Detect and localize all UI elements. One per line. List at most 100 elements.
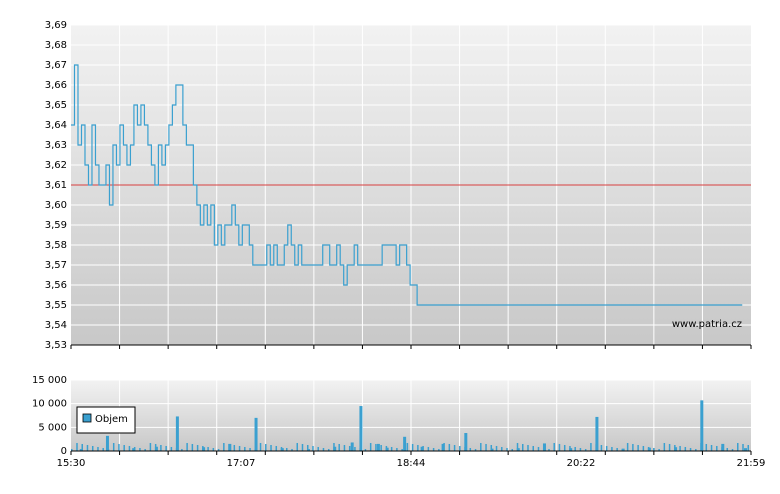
volume-y-tick-label: 5 000 (38, 422, 67, 433)
volume-bar-minor (265, 444, 267, 451)
volume-bar-minor (149, 443, 152, 451)
price-y-tick-label: 3,69 (45, 20, 67, 31)
volume-bar-minor (170, 447, 173, 451)
volume-bar-minor (317, 447, 319, 451)
volume-bar-minor (191, 444, 194, 451)
volume-bar (254, 417, 258, 451)
volume-bar (280, 448, 284, 451)
volume-bar (700, 400, 704, 451)
volume-bar (621, 448, 625, 451)
volume-bar-minor (322, 448, 325, 451)
volume-bar (385, 447, 389, 451)
price-y-tick-label: 3,60 (45, 200, 67, 211)
volume-bar-minor (632, 444, 634, 451)
volume-chart: 15 000 10 000 5 000 0 15:30 17:07 18:44 20:22 2… (32, 375, 765, 469)
volume-bar-minor (327, 449, 330, 451)
price-y-tick-label: 3,65 (45, 100, 67, 111)
volume-x-tick-label: 18:44 (397, 458, 426, 469)
volume-bar-minor (563, 445, 566, 451)
volume-bar-minor (637, 445, 639, 451)
volume-bar-minor (485, 444, 487, 451)
volume-bar-minor (301, 444, 304, 451)
volume-bar-minor (86, 445, 89, 451)
volume-bar-minor (139, 448, 141, 451)
volume-bar-minor (663, 443, 666, 451)
volume-bar-minor (406, 443, 409, 451)
price-y-tick-label: 3,61 (45, 180, 67, 191)
volume-bar-minor (731, 449, 734, 451)
volume-bar-minor (453, 445, 456, 451)
volume-bar-minor (695, 449, 697, 451)
volume-bar (569, 448, 573, 451)
volume-bar-minor (369, 443, 372, 451)
volume-bar-minor (223, 443, 225, 451)
volume-bar-minor (244, 447, 246, 451)
volume-y-tick-label: 0 (61, 446, 67, 457)
volume-bar-minor (196, 445, 199, 451)
volume-bar (744, 448, 748, 451)
volume-bar-minor (584, 449, 587, 451)
volume-bar-minor (181, 449, 183, 451)
volume-bar-minor (144, 449, 146, 451)
volume-x-tick-label: 15:30 (57, 458, 86, 469)
volume-bar (175, 416, 179, 451)
volume-bar-minor (668, 444, 671, 451)
volume-bar (674, 447, 678, 451)
volume-bar-minor (710, 445, 713, 451)
volume-bar-minor (522, 444, 524, 451)
volume-bar-minor (438, 449, 440, 451)
volume-bar-minor (506, 448, 508, 451)
volume-bar-minor (611, 447, 613, 451)
price-y-tick-label: 3,57 (45, 260, 67, 271)
volume-bar-minor (396, 448, 398, 451)
volume-bar-minor (747, 445, 750, 451)
price-chart: 3,69 3,68 3,67 3,66 3,65 3,64 3,63 3,62 3,61 3,60… (45, 20, 752, 351)
volume-bar-minor (616, 448, 618, 451)
volume-bar-minor (338, 444, 340, 451)
volume-bar (516, 448, 520, 451)
volume-bar-minor (123, 445, 125, 451)
volume-bar (441, 443, 445, 451)
volume-bar-minor (401, 449, 403, 451)
volume-bar-minor (574, 447, 576, 451)
volume-bar-minor (490, 445, 493, 451)
volume-bar-minor (212, 448, 215, 451)
volume-bar (464, 433, 468, 451)
volume-bar-minor (249, 448, 251, 451)
price-y-tick-label: 3,64 (45, 120, 67, 131)
volume-bar-minor (128, 446, 131, 451)
volume-bar (306, 449, 310, 451)
legend-swatch (82, 413, 92, 423)
volume-bar-minor (459, 446, 461, 451)
volume-bar-minor (511, 449, 514, 451)
volume-bar-minor (354, 447, 356, 451)
volume-bar-minor (160, 445, 162, 451)
volume-bar (132, 448, 136, 451)
volume-x-tick-label: 21:59 (737, 458, 766, 469)
volume-bar-minor (474, 449, 477, 451)
price-y-tick-label: 3,55 (45, 300, 67, 311)
volume-bar (721, 443, 725, 451)
volume-bar-minor (286, 448, 288, 451)
volume-bar-minor (217, 449, 220, 451)
volume-bar-minor (742, 444, 744, 451)
volume-bar (376, 443, 380, 451)
volume-bar-minor (469, 448, 472, 451)
volume-bar-minor (590, 443, 592, 451)
volume-bar-minor (642, 446, 645, 451)
volume-bar-minor (553, 443, 555, 451)
volume-bars (71, 400, 750, 451)
volume-bar-minor (76, 443, 78, 451)
volume-bar (333, 446, 337, 451)
volume-bar-minor (432, 448, 435, 451)
price-y-tick-label: 3,63 (45, 140, 67, 151)
volume-bar-minor (348, 446, 351, 451)
volume-bar-minor (312, 446, 314, 451)
volume-bar (79, 449, 83, 451)
price-y-tick-label: 3,67 (45, 60, 67, 71)
volume-bar (228, 443, 232, 451)
volume-bar-minor (233, 445, 236, 451)
volume-bar-minor (296, 443, 299, 451)
volume-bar-minor (390, 447, 393, 451)
